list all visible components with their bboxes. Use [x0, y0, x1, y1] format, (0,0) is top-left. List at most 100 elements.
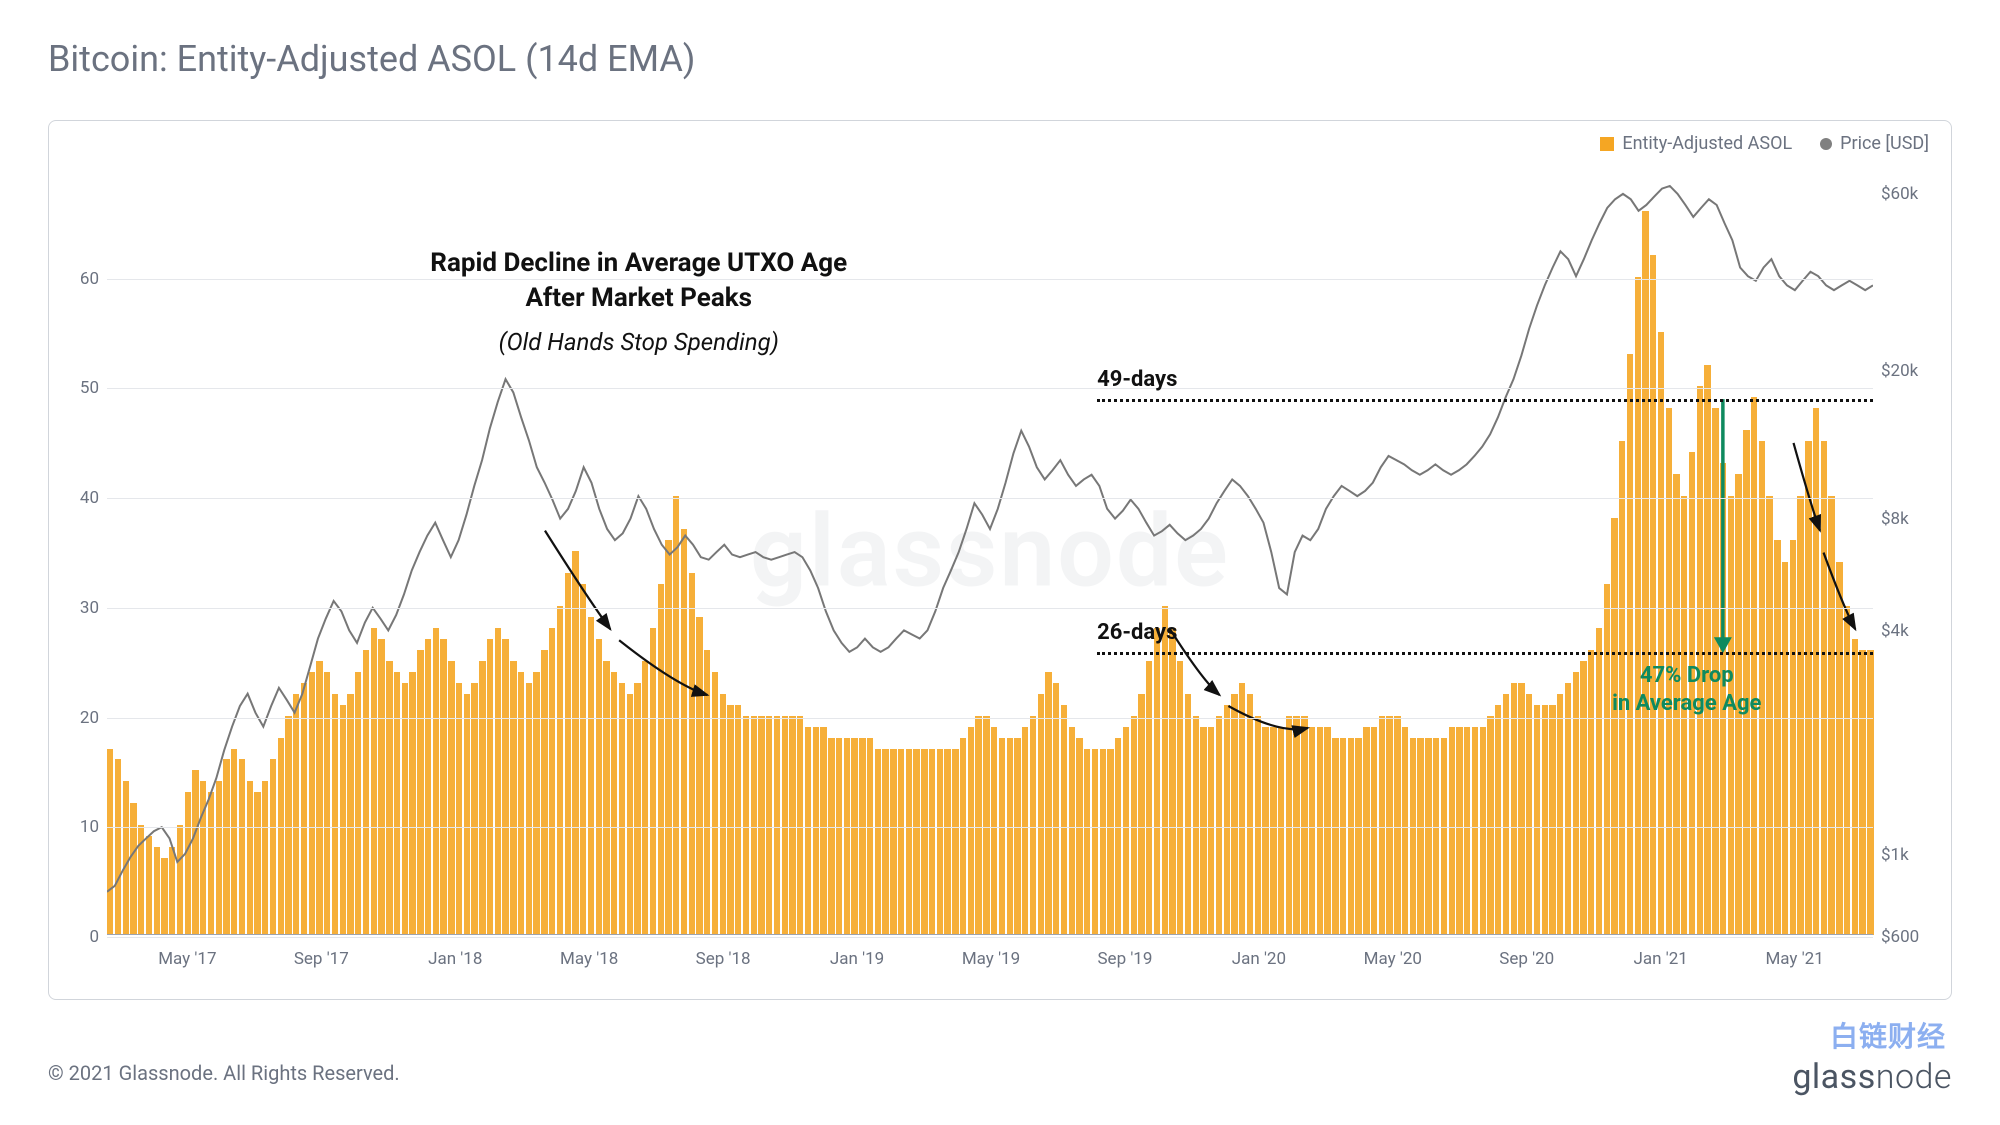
bar: [921, 749, 927, 936]
gridline: [107, 388, 1873, 389]
bar: [1014, 738, 1020, 935]
bar: [1115, 738, 1121, 935]
bar: [1449, 727, 1455, 935]
bar: [1363, 727, 1369, 935]
y-right-tick: $600: [1881, 927, 1941, 947]
x-tick: Sep '18: [696, 949, 751, 969]
bar: [1022, 727, 1028, 935]
bar: [1247, 694, 1253, 935]
bar: [1324, 727, 1330, 935]
y-left-tick: 0: [59, 927, 99, 947]
y-left-tick: 20: [59, 708, 99, 728]
bar: [1301, 716, 1307, 935]
bar: [1200, 727, 1206, 935]
bar: [324, 672, 330, 935]
x-tick: May '18: [560, 949, 618, 969]
gridline: [107, 827, 1873, 828]
bar: [875, 749, 881, 936]
copyright: © 2021 Glassnode. All Rights Reserved.: [48, 1061, 400, 1085]
bar: [1038, 694, 1044, 935]
bar: [1433, 738, 1439, 935]
bar: [169, 847, 175, 935]
bar: [293, 694, 299, 935]
x-tick: Sep '20: [1499, 949, 1554, 969]
bar: [890, 749, 896, 936]
bar: [565, 573, 571, 935]
bar: [1069, 727, 1075, 935]
bar: [758, 716, 764, 935]
bar: [208, 792, 214, 935]
bar: [1224, 705, 1230, 935]
bar: [200, 781, 206, 935]
bar: [1635, 277, 1641, 935]
bar: [1278, 727, 1284, 935]
bar: [409, 672, 415, 935]
bar: [1123, 727, 1129, 935]
bar: [774, 716, 780, 935]
bar: [533, 672, 539, 935]
bar: [1193, 716, 1199, 935]
brand-logo: glassnode: [1792, 1057, 1952, 1097]
bar: [603, 661, 609, 935]
bar: [1185, 694, 1191, 935]
bar: [1542, 705, 1548, 935]
x-tick: May '19: [962, 949, 1020, 969]
y-left-tick: 10: [59, 817, 99, 837]
bar: [1828, 496, 1834, 935]
bar: [1704, 365, 1710, 936]
plot-area: glassnode 0102030405060$600$1k$4k$8k$20k…: [107, 169, 1873, 935]
bar: [340, 705, 346, 935]
bar: [627, 694, 633, 935]
bar-series: [107, 169, 1873, 935]
bar: [1309, 727, 1315, 935]
bar: [1177, 661, 1183, 935]
bar: [1495, 705, 1501, 935]
bar: [130, 803, 136, 935]
bar: [782, 716, 788, 935]
chart-title: Bitcoin: Entity-Adjusted ASOL (14d EMA): [48, 38, 695, 80]
bar: [510, 661, 516, 935]
bar: [394, 672, 400, 935]
bar: [766, 716, 772, 935]
bar: [1852, 639, 1858, 935]
bar: [1379, 716, 1385, 935]
annotation-subtitle: (Old Hands Stop Spending): [399, 328, 879, 356]
brand-part-a: glass: [1792, 1057, 1875, 1097]
bar: [1697, 386, 1703, 935]
bar: [1208, 727, 1214, 935]
y-right-tick: $20k: [1881, 361, 1941, 381]
bar: [1030, 716, 1036, 935]
bar: [673, 496, 679, 935]
bar: [642, 661, 648, 935]
bar: [332, 694, 338, 935]
bar: [797, 716, 803, 935]
bar: [1255, 716, 1261, 935]
bar: [1425, 738, 1431, 935]
bar: [1503, 694, 1509, 935]
bar: [1774, 540, 1780, 935]
bar: [681, 529, 687, 935]
bar: [448, 661, 454, 935]
y-right-tick: $8k: [1881, 509, 1941, 529]
bar: [960, 738, 966, 935]
bar: [882, 749, 888, 936]
bar: [1441, 738, 1447, 935]
bar: [471, 683, 477, 935]
bar: [1355, 738, 1361, 935]
bar: [177, 825, 183, 935]
bar: [154, 847, 160, 935]
bar: [696, 617, 702, 935]
bar: [239, 759, 245, 935]
y-right-tick: $4k: [1881, 621, 1941, 641]
bar: [161, 858, 167, 935]
bar: [417, 650, 423, 935]
bar: [1557, 694, 1563, 935]
gridline: [107, 937, 1873, 938]
bar: [402, 683, 408, 935]
bar: [487, 639, 493, 935]
bar: [1293, 716, 1299, 935]
bar: [937, 749, 943, 936]
bar: [1511, 683, 1517, 935]
bar: [1162, 606, 1168, 935]
bar: [115, 759, 121, 935]
